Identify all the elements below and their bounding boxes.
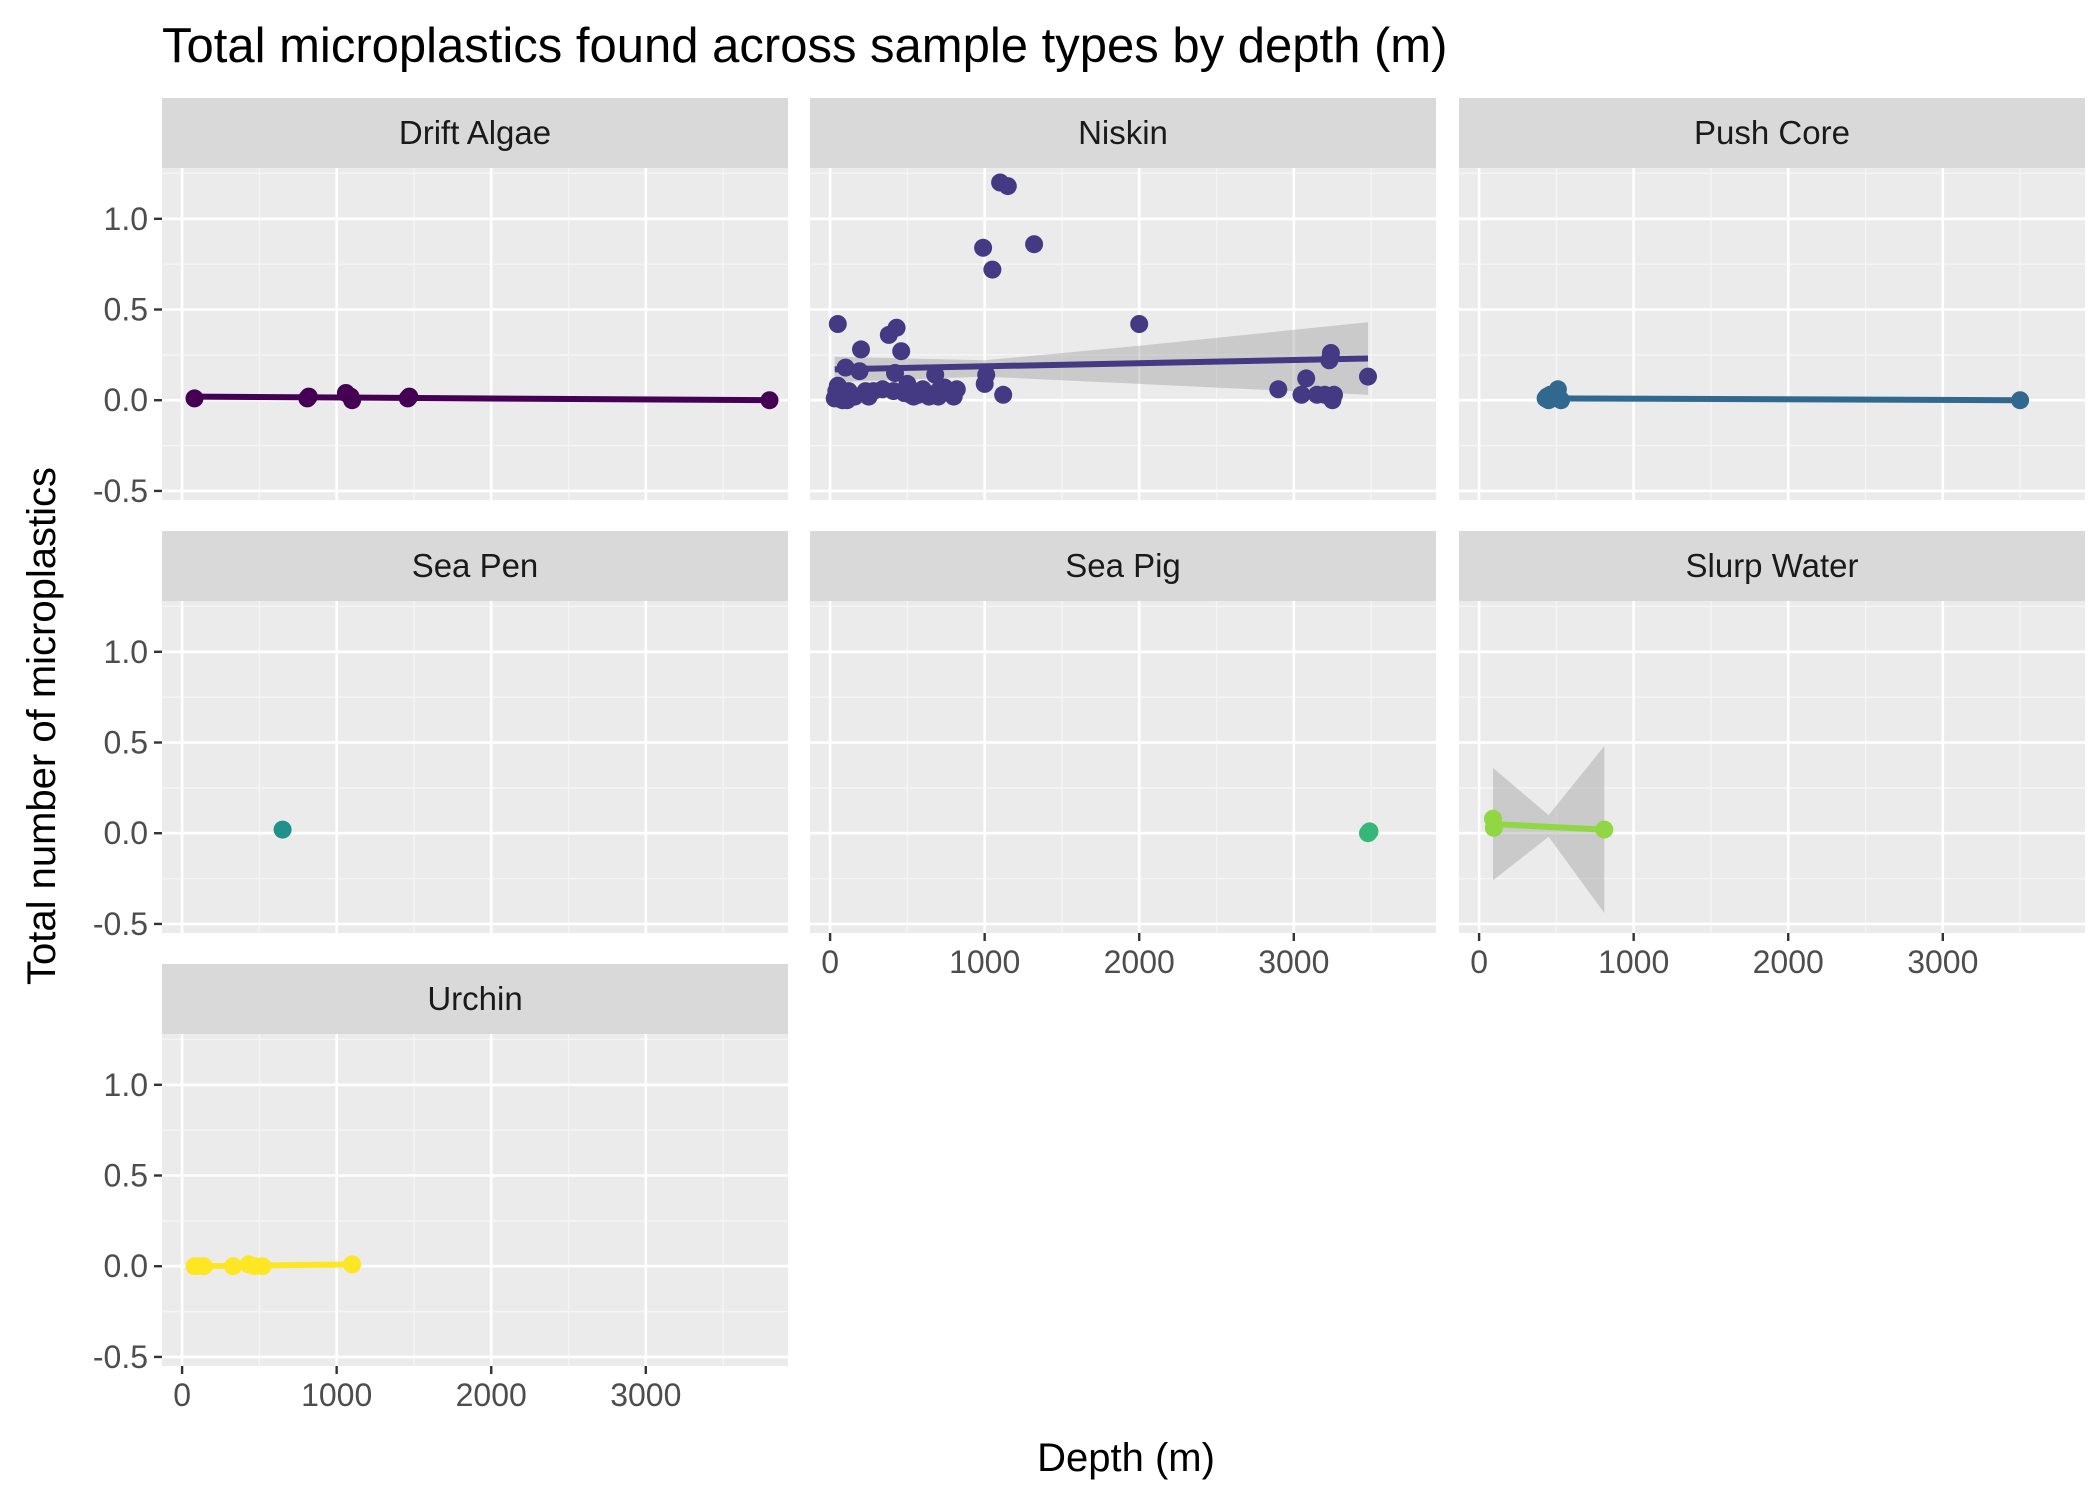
panel-sea-pig: Sea Pig 0 1000 2000 3000 [810, 531, 1436, 980]
x-tick-label: 2000 [1753, 944, 1824, 980]
panel-slurp-water: Slurp Water 0 1000 2000 3000 [1459, 531, 2085, 980]
strip-label-push-core: Push Core [1694, 114, 1850, 151]
x-tick-label: 3000 [1258, 944, 1329, 980]
panel-marks-sea-pen [273, 820, 292, 839]
data-point-niskin [1359, 367, 1377, 386]
x-tick-label: 2000 [1104, 944, 1175, 980]
x-tick-label: 1000 [1598, 944, 1669, 980]
chart-title: Total microplastics found across sample … [162, 19, 1447, 73]
data-point-niskin [852, 340, 870, 359]
data-point-niskin [998, 177, 1017, 196]
x-tick-label: 0 [1470, 944, 1488, 980]
strip-sea-pig [810, 531, 1436, 601]
strip-label-slurp-water: Slurp Water [1686, 547, 1859, 584]
x-tick-label: 3000 [1907, 944, 1978, 980]
data-point-sea-pen [273, 820, 292, 839]
panel-push-core: Push Core [1459, 98, 2085, 500]
strip-sea-pen [162, 531, 788, 601]
plot-background-slurp-water [1459, 601, 2085, 933]
strip-label-sea-pen: Sea Pen [412, 547, 539, 584]
data-point-niskin [994, 385, 1013, 404]
data-point-niskin [974, 238, 993, 257]
y-tick-label: -0.5 [93, 473, 148, 509]
trend-line-niskin [834, 355, 1369, 373]
plot-background-drift-algae [162, 168, 788, 500]
data-point-niskin [1269, 380, 1288, 399]
trend-line-drift-algae [194, 393, 770, 404]
panel-niskin: Niskin [810, 98, 1436, 500]
plot-background-urchin [162, 1034, 788, 1366]
x-tick-label: 1000 [949, 944, 1020, 980]
panel-marks-push-core [1536, 380, 2030, 410]
y-tick-label: 0.5 [104, 292, 148, 328]
trend-line-urchin [194, 1261, 353, 1270]
y-tick-label: 1.0 [104, 201, 148, 237]
y-tick-label: -0.5 [93, 1339, 148, 1375]
data-point-niskin [828, 315, 847, 333]
y-tick-label: 1.0 [104, 1067, 148, 1103]
data-point-niskin [947, 380, 966, 399]
y-tick-label: 0.0 [104, 1248, 148, 1284]
y-tick-label: 0.5 [104, 725, 148, 761]
strip-slurp-water [1459, 531, 2085, 601]
data-point-niskin [1325, 385, 1343, 404]
data-point-niskin [983, 260, 1002, 279]
strip-label-drift-algae: Drift Algae [399, 114, 551, 151]
data-point-niskin [977, 365, 996, 384]
data-point-niskin [1297, 369, 1316, 388]
y-tick-label: 1.0 [104, 634, 148, 670]
x-tick-label: 1000 [301, 1377, 372, 1413]
y-tick-label: 0.0 [104, 815, 148, 851]
panel-drift-algae: Drift Algae -0.5 0.0 0.5 1.0 [93, 98, 788, 509]
plot-background-push-core [1459, 168, 2085, 500]
data-point-niskin [1025, 235, 1044, 254]
x-tick-label: 3000 [610, 1377, 681, 1413]
facet-panels: Drift Algae -0.5 0.0 0.5 1.0 Niskin Push Core S… [93, 98, 2085, 1413]
data-point-niskin [1292, 385, 1311, 404]
y-tick-label: 0.0 [104, 382, 148, 418]
plot-background-sea-pig [810, 601, 1436, 933]
panel-urchin: Urchin -0.5 0.0 0.5 1.0 0 1000 2000 3000 [93, 964, 788, 1413]
strip-label-niskin: Niskin [1078, 114, 1168, 151]
data-point-sea-pig [1360, 822, 1379, 841]
panel-marks-niskin [825, 173, 1377, 410]
x-tick-label: 2000 [456, 1377, 527, 1413]
y-axis-title: Total number of microplastics [20, 467, 64, 985]
strip-drift-algae [162, 98, 788, 168]
strip-urchin [162, 964, 788, 1034]
trend-line-slurp-water [1492, 821, 1605, 833]
trend-line-push-core [1545, 395, 2021, 404]
panel-marks-drift-algae [185, 384, 779, 410]
data-point-niskin [887, 318, 906, 337]
confidence-band-niskin [834, 322, 1368, 395]
plot-background-sea-pen [162, 601, 788, 933]
y-tick-label: 0.5 [104, 1158, 148, 1194]
x-tick-label: 0 [173, 1377, 191, 1413]
data-point-niskin [892, 342, 911, 361]
plot-background-niskin [810, 168, 1436, 500]
panel-marks-sea-pig [1359, 822, 1379, 843]
x-axis-title: Depth (m) [1037, 1436, 1215, 1480]
panel-marks-urchin [185, 1255, 362, 1276]
strip-label-sea-pig: Sea Pig [1065, 547, 1181, 584]
panel-marks-slurp-water [1484, 746, 1614, 913]
x-tick-label: 0 [821, 944, 839, 980]
panel-sea-pen: Sea Pen -0.5 0.0 0.5 1.0 [93, 531, 788, 942]
strip-niskin [810, 98, 1436, 168]
data-point-niskin [1130, 315, 1149, 333]
strip-push-core [1459, 98, 2085, 168]
strip-label-urchin: Urchin [427, 980, 522, 1017]
y-tick-label: -0.5 [93, 906, 148, 942]
